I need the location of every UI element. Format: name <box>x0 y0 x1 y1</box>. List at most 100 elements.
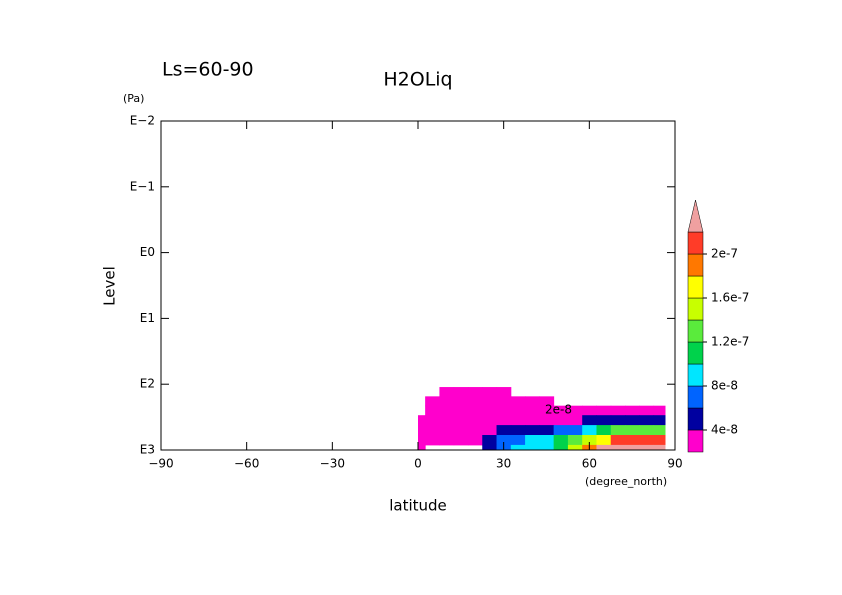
contour-cell <box>525 425 540 436</box>
x-tick-label: 0 <box>414 457 422 471</box>
contour-cell <box>510 425 526 436</box>
x-axis-label: latitude <box>389 497 447 515</box>
contour-cell <box>625 434 640 446</box>
contour-cell <box>553 415 569 426</box>
contour-cell <box>553 434 569 446</box>
contour-cell <box>453 387 469 397</box>
contour-cell <box>567 434 583 446</box>
contour-cell <box>567 405 583 416</box>
colorbar-tick-label: 4e-8 <box>711 423 738 437</box>
contour-cell <box>439 396 455 407</box>
contour-cell <box>539 425 555 436</box>
contour-cell <box>425 415 440 426</box>
field <box>418 387 666 451</box>
contour-cell <box>439 405 455 416</box>
contour-cell <box>453 434 469 446</box>
colorbar-band <box>687 319 704 343</box>
contour-cell <box>418 415 426 426</box>
contour-cell <box>510 434 526 446</box>
contour-cell <box>439 425 455 436</box>
colorbar-band <box>687 297 704 321</box>
contour-cell <box>467 434 483 446</box>
contour-cell <box>553 405 569 416</box>
x-tick-label: 60 <box>582 457 597 471</box>
contour-cell <box>525 415 540 426</box>
contour-cell <box>496 434 512 446</box>
contour-cell <box>496 405 512 416</box>
colorbar-tick-label: 2e-7 <box>711 247 738 261</box>
subtitle: Ls=60-90 <box>162 59 254 81</box>
contour-cell <box>439 387 455 397</box>
colorbar-band <box>687 231 704 255</box>
contour-cell <box>467 415 483 426</box>
contour-cell <box>596 405 612 416</box>
contour-cell <box>482 396 498 407</box>
contour-cell <box>639 415 655 426</box>
contour-cell <box>525 405 540 416</box>
contour-cell <box>525 434 540 446</box>
contour-cell <box>582 434 597 446</box>
contour-cell <box>425 434 440 446</box>
contour-cell <box>525 444 540 451</box>
contour-cell <box>653 434 666 446</box>
y-tick-label: E1 <box>140 311 155 325</box>
contour-cell <box>610 444 626 451</box>
contour-label: 2e-8 <box>545 403 572 417</box>
plot-frame <box>160 120 676 451</box>
x-unit: (degree_north) <box>585 475 667 488</box>
contour-cell <box>418 434 426 446</box>
y-tick-label: E3 <box>140 443 155 457</box>
contour-cell <box>610 425 626 436</box>
contour-cell <box>510 415 526 426</box>
contour-cell <box>496 396 512 407</box>
contour-cell <box>425 396 440 407</box>
contour-cell <box>482 387 498 397</box>
contour-cell <box>625 415 640 426</box>
contour-cell <box>467 396 483 407</box>
contour-cell <box>482 425 498 436</box>
contour-cell <box>596 425 612 436</box>
contour-cell <box>425 425 440 436</box>
contour-cell <box>582 415 597 426</box>
contour-cell <box>453 415 469 426</box>
contour-cell <box>596 444 612 451</box>
contour-cell <box>510 396 526 407</box>
x-tick-label: 90 <box>667 457 682 471</box>
x-tick-label: −30 <box>320 457 345 471</box>
contour-cell <box>553 444 569 451</box>
contour-cell <box>453 396 469 407</box>
contour-cell <box>539 396 555 407</box>
contour-cell <box>639 444 655 451</box>
chart-title: H2OLiq <box>383 69 452 91</box>
colorbar-extend <box>687 199 704 233</box>
colorbar-band <box>687 253 704 277</box>
contour-cell <box>539 434 555 446</box>
contour-cell <box>567 425 583 436</box>
contour-cell <box>610 415 626 426</box>
contour-cell <box>525 396 540 407</box>
y-axis-label: Level <box>101 266 119 306</box>
y-tick-label: E2 <box>140 377 155 391</box>
contour-cell <box>596 415 612 426</box>
contour-cell <box>639 425 655 436</box>
y-tick-label: E0 <box>140 245 155 259</box>
colorbar-tick-label: 8e-8 <box>711 379 738 393</box>
contour-cell <box>610 405 626 416</box>
contour-cell <box>453 425 469 436</box>
contour-cell <box>439 434 455 446</box>
contour-cell <box>596 434 612 446</box>
x-tick-label: 30 <box>496 457 511 471</box>
contour-cell <box>553 425 569 436</box>
contour-cell <box>653 444 666 451</box>
contour-cell <box>418 425 426 436</box>
contour-cell <box>653 405 666 416</box>
contour-cell <box>496 387 512 397</box>
contour-cell <box>439 415 455 426</box>
contour-cell <box>467 425 483 436</box>
colorbar-band <box>687 429 704 453</box>
contour-cell <box>510 405 526 416</box>
colorbar-band <box>687 341 704 365</box>
contour-cell <box>425 405 440 416</box>
